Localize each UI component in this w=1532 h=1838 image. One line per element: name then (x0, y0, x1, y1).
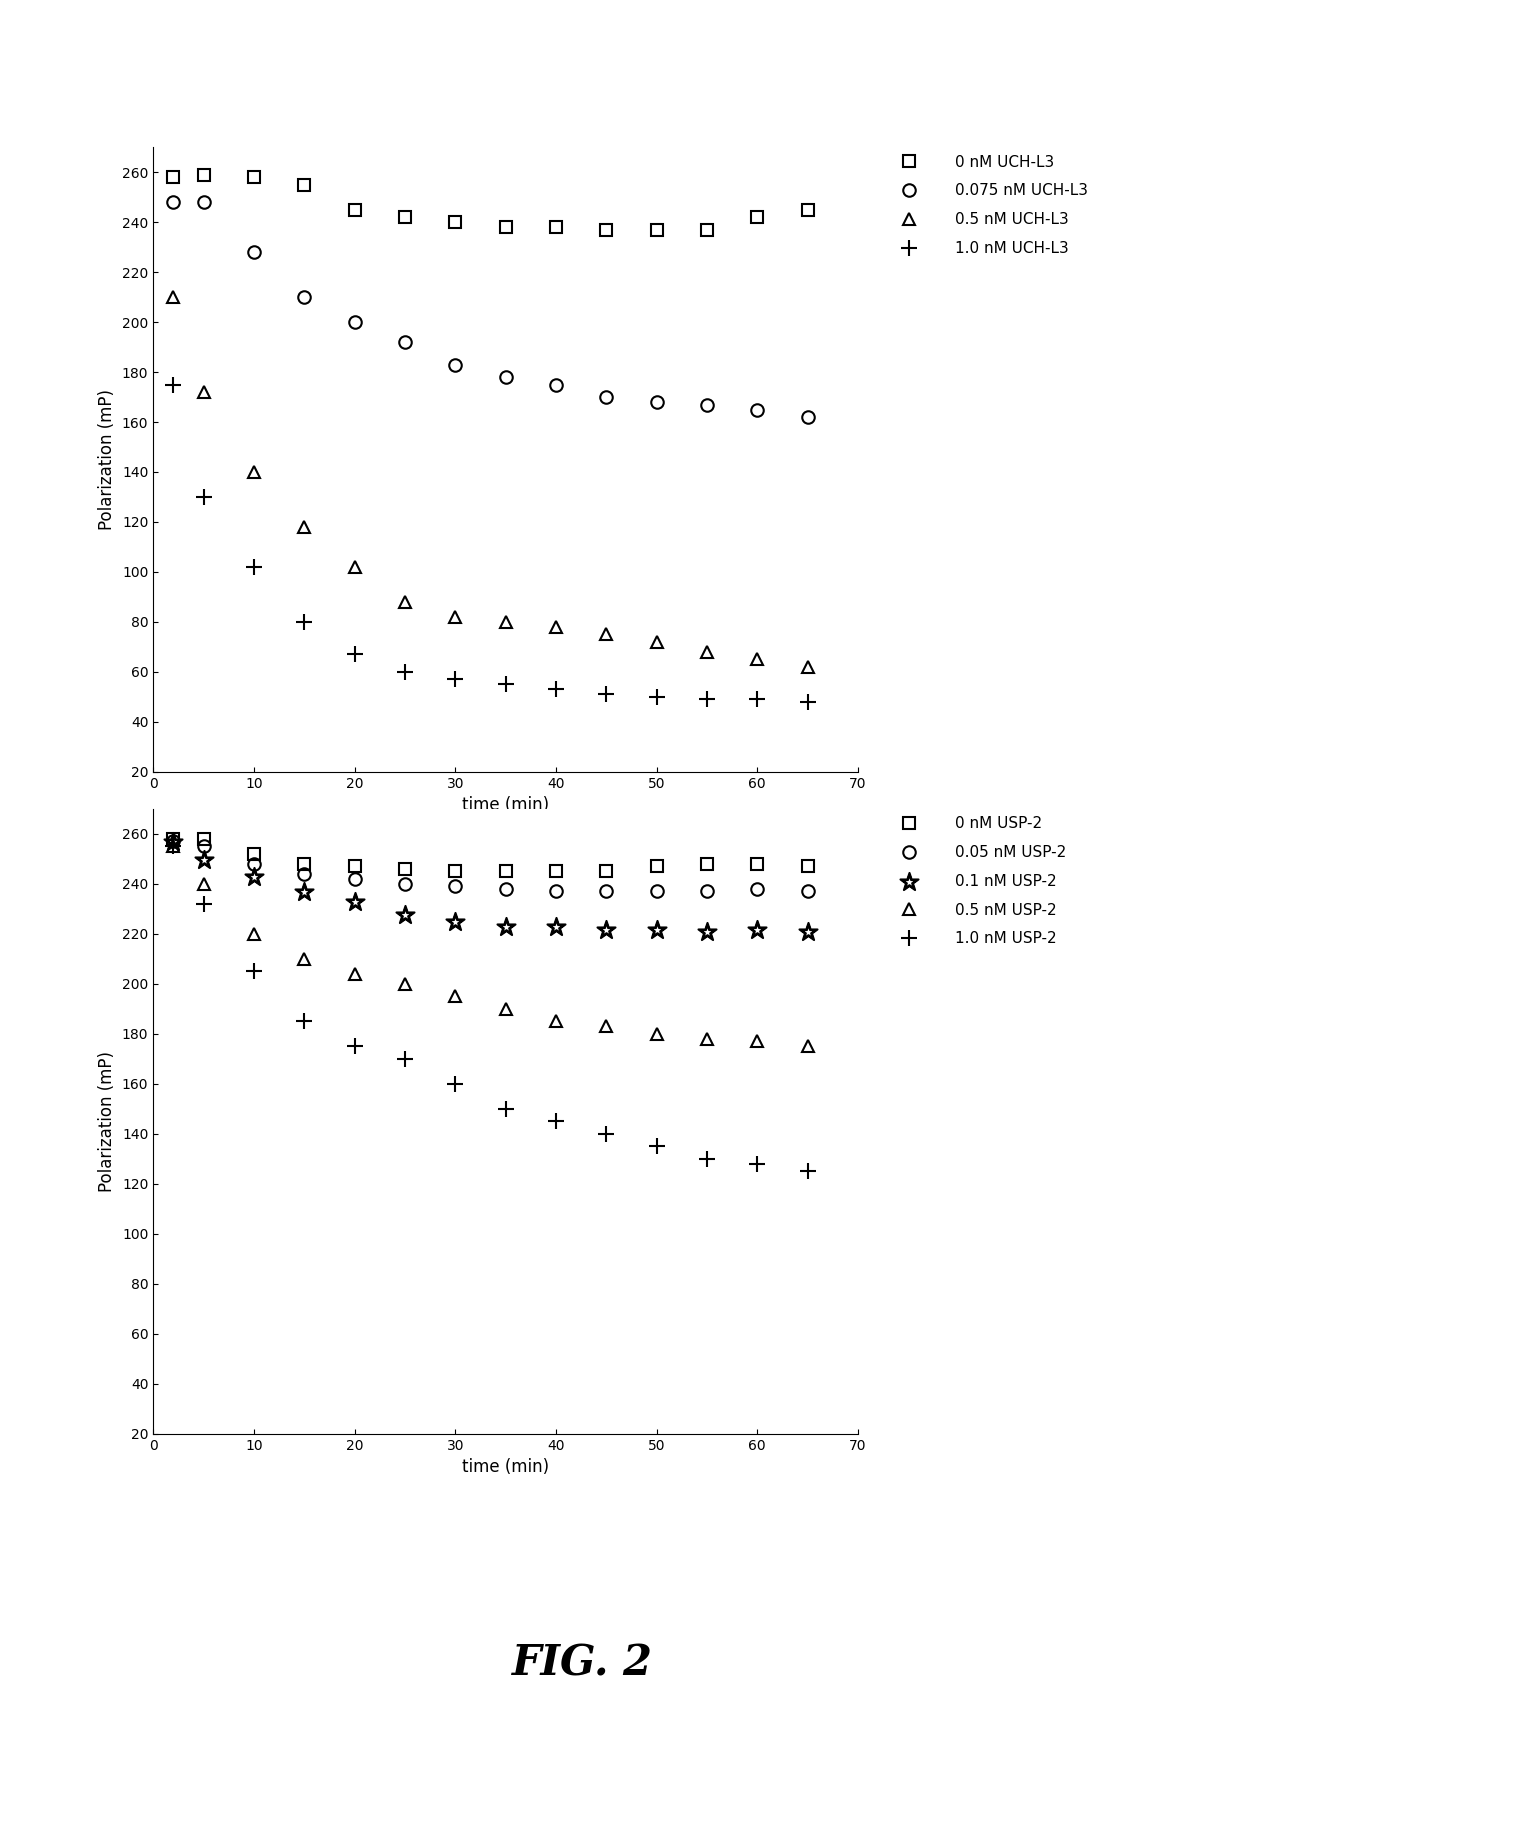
Y-axis label: Polarization (mP): Polarization (mP) (98, 1051, 116, 1191)
X-axis label: time (min): time (min) (463, 1458, 548, 1476)
X-axis label: time (min): time (min) (463, 796, 548, 814)
Legend: 0 nM USP-2, 0.05 nM USP-2, 0.1 nM USP-2, 0.5 nM USP-2, 1.0 nM USP-2: 0 nM USP-2, 0.05 nM USP-2, 0.1 nM USP-2,… (893, 816, 1066, 947)
Text: FIG. 2: FIG. 2 (512, 1643, 653, 1684)
Y-axis label: Polarization (mP): Polarization (mP) (98, 390, 116, 529)
Legend: 0 nM UCH-L3, 0.075 nM UCH-L3, 0.5 nM UCH-L3, 1.0 nM UCH-L3: 0 nM UCH-L3, 0.075 nM UCH-L3, 0.5 nM UCH… (893, 154, 1088, 255)
